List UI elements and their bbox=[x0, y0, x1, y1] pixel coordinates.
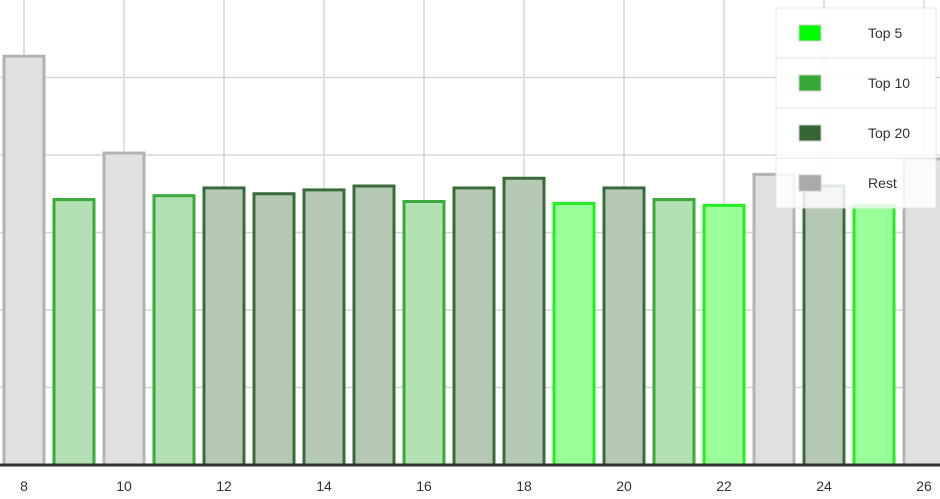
bar bbox=[502, 176, 546, 467]
x-tick-label: 26 bbox=[916, 478, 932, 494]
legend-swatch bbox=[798, 74, 822, 92]
legend-swatch bbox=[798, 24, 822, 42]
bar bbox=[752, 172, 796, 467]
bar bbox=[102, 151, 146, 467]
bar bbox=[302, 188, 346, 467]
bars bbox=[2, 54, 940, 467]
x-tick-label: 20 bbox=[616, 478, 632, 494]
legend-swatch bbox=[798, 124, 822, 142]
legend: Top 5 Top 10 Top 20 Rest bbox=[775, 7, 937, 209]
bar bbox=[802, 184, 846, 467]
bar bbox=[452, 186, 496, 467]
bar bbox=[152, 194, 196, 467]
bar bbox=[602, 186, 646, 467]
legend-label: Top 20 bbox=[868, 125, 910, 141]
bar bbox=[202, 186, 246, 467]
legend-label: Top 10 bbox=[868, 75, 910, 91]
bar bbox=[252, 192, 296, 467]
x-tick-label: 10 bbox=[116, 478, 132, 494]
x-tick-label: 16 bbox=[416, 478, 432, 494]
bar bbox=[2, 54, 46, 467]
x-tick-label: 14 bbox=[316, 478, 332, 494]
x-tick-label: 24 bbox=[816, 478, 832, 494]
bar bbox=[902, 157, 940, 467]
bar bbox=[702, 203, 746, 467]
legend-label: Rest bbox=[868, 175, 897, 191]
bar bbox=[52, 198, 96, 467]
bar bbox=[402, 200, 446, 467]
x-tick-label: 22 bbox=[716, 478, 732, 494]
x-tick-label: 8 bbox=[20, 478, 28, 494]
bar bbox=[552, 201, 596, 467]
bar bbox=[852, 203, 896, 467]
legend-label: Top 5 bbox=[868, 25, 902, 41]
bar bbox=[652, 198, 696, 467]
x-tick-label: 12 bbox=[216, 478, 232, 494]
x-tick-label: 18 bbox=[516, 478, 532, 494]
bar bbox=[352, 184, 396, 467]
legend-swatch bbox=[798, 174, 822, 192]
x-tick-labels: 8 10 12 14 16 18 20 22 24 26 bbox=[20, 478, 932, 494]
